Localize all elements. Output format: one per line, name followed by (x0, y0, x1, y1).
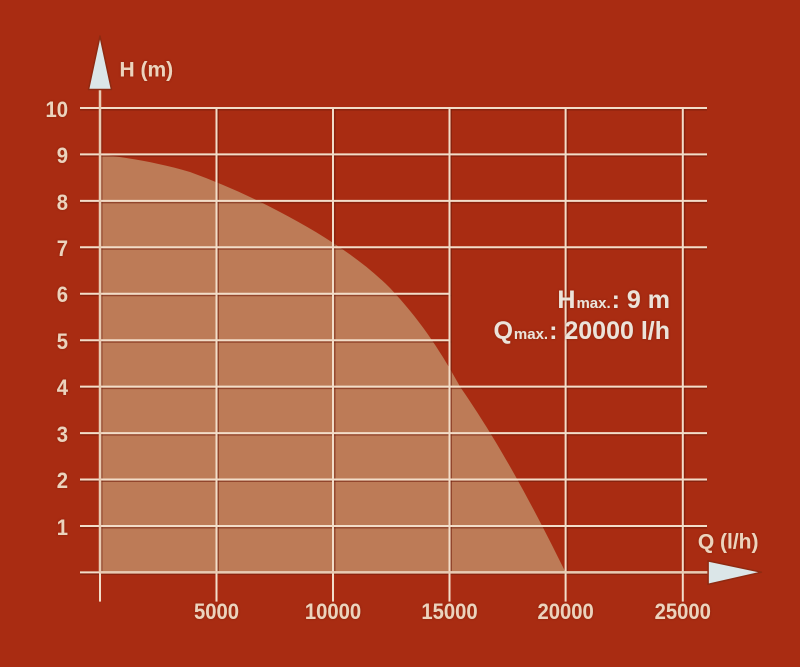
svg-text:Q (l/h): Q (l/h) (698, 531, 759, 554)
svg-text:25000: 25000 (655, 600, 711, 624)
svg-text:5: 5 (57, 330, 68, 354)
svg-text:20000: 20000 (537, 600, 593, 624)
svg-text:1: 1 (57, 516, 68, 540)
svg-text:8: 8 (57, 191, 68, 215)
svg-text:9: 9 (57, 144, 68, 168)
svg-text:5000: 5000 (194, 600, 239, 624)
svg-text:10000: 10000 (305, 600, 361, 624)
svg-text:10: 10 (45, 98, 68, 122)
svg-text:3: 3 (57, 423, 68, 447)
svg-text:4: 4 (57, 376, 68, 400)
svg-text:6: 6 (57, 283, 68, 307)
svg-text:15000: 15000 (421, 600, 477, 624)
svg-text:2: 2 (57, 469, 68, 493)
svg-text:7: 7 (57, 237, 68, 261)
svg-text:H (m): H (m) (120, 59, 174, 82)
svg-text:Hmax.: 9 m: Hmax.: 9 m (557, 286, 670, 314)
